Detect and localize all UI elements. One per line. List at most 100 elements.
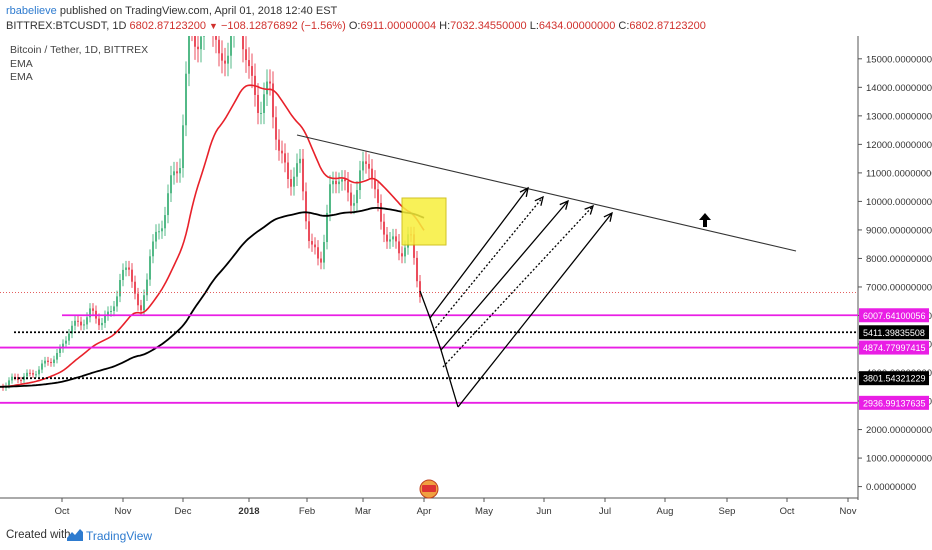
candle-body [50, 361, 52, 364]
ohlc-l-label: L: [529, 20, 539, 32]
candle-body [59, 348, 61, 353]
candle-body [380, 202, 382, 222]
candle-body [383, 221, 385, 235]
candle-body [134, 281, 136, 294]
projection-path[interactable] [419, 290, 459, 408]
y-tick-label: 0.00000000 [866, 482, 916, 493]
rally-arrow-2[interactable] [432, 196, 544, 332]
candle-body [251, 66, 253, 76]
candle-body [161, 228, 163, 232]
candle-body [296, 163, 298, 177]
candle-body [38, 369, 40, 375]
rally-arrow-2-head [534, 195, 544, 206]
candle-body [158, 231, 160, 233]
candle-body [281, 150, 283, 154]
candle-body [26, 372, 28, 377]
candle-body [347, 181, 349, 193]
candle-body [290, 178, 292, 187]
descending-trendline[interactable] [296, 134, 797, 252]
x-tick-label: Jul [599, 506, 611, 517]
candle-body [335, 180, 337, 185]
x-tick-label: Oct [780, 506, 795, 517]
candle-body [8, 380, 10, 386]
candle-body [74, 320, 76, 326]
symbol-label: BITTREX:BTCUSDT, 1D [6, 20, 127, 32]
chart-legend: Bitcoin / Tether, 1D, BITTREX EMA EMA [10, 44, 148, 85]
candle-body [125, 267, 127, 270]
up-arrow-icon[interactable] [699, 213, 711, 227]
candle-body [104, 315, 106, 323]
ohlc-low: 6434.00000000 [538, 20, 616, 32]
candle-body [260, 112, 262, 114]
candle-body [230, 34, 232, 56]
x-tick-label: Mar [355, 506, 371, 517]
candle-body [200, 36, 202, 50]
ohlc-high: 7032.34550000 [450, 20, 527, 32]
ohlc-o-label: O: [348, 20, 361, 32]
x-tick-label: Sep [719, 506, 736, 517]
legend-ema-slow[interactable]: EMA [10, 71, 33, 83]
candle-body [182, 125, 184, 169]
author-link[interactable]: rbabelieve [6, 5, 57, 17]
candle-body [350, 192, 352, 206]
candle-body [86, 317, 88, 325]
candle-body [311, 241, 313, 245]
tradingview-logo-icon [67, 529, 83, 541]
candle-body [98, 318, 100, 326]
level-price-badge [859, 308, 929, 323]
candle-body [404, 247, 406, 257]
candle-body [305, 191, 307, 222]
created-with-text: Created with [6, 529, 71, 541]
candle-body [176, 171, 178, 174]
candle-body [371, 168, 373, 180]
rally-arrow-3[interactable] [440, 200, 569, 351]
candle-body [11, 376, 13, 381]
candle-body [314, 244, 316, 248]
x-tick-label: Feb [299, 506, 315, 517]
candle-body [215, 33, 217, 40]
y-tick-label: 2000.00000000 [866, 425, 932, 436]
level-price-badge [859, 340, 929, 355]
candle-body [293, 176, 295, 187]
candle-body [302, 158, 304, 192]
candle-body [65, 340, 67, 344]
candle-body [203, 18, 205, 37]
level-price-badge [859, 325, 929, 340]
candle-body [62, 343, 64, 349]
candle-body [398, 241, 400, 254]
candle-body [332, 180, 334, 185]
ema-slow-line [0, 207, 425, 388]
candle-body [47, 360, 49, 362]
candle-body [365, 161, 367, 164]
rally-arrow-5[interactable] [457, 212, 613, 408]
tradingview-brand[interactable]: TradingView [86, 529, 153, 543]
candle-body [35, 374, 37, 376]
highlight-box[interactable] [401, 197, 447, 246]
candle-body [71, 325, 73, 334]
candle-body [221, 53, 223, 61]
candle-body [44, 360, 46, 364]
candle-body [275, 117, 277, 140]
candle-body [326, 212, 328, 243]
candle-body [377, 189, 379, 203]
candle-body [80, 321, 82, 326]
ohlc-h-label: H: [439, 20, 451, 32]
footer: Created with TradingView [0, 520, 932, 550]
rally-arrow-4[interactable] [442, 205, 594, 368]
candle-body [137, 293, 139, 306]
candle-body [368, 163, 370, 169]
rally-arrow-1[interactable] [429, 187, 529, 319]
legend-ema-fast[interactable]: EMA [10, 57, 33, 70]
price-change: −108.12876892 (−1.56%) [220, 20, 346, 32]
candle-body [263, 94, 265, 113]
price-chart[interactable]: 0.000000001000.000000002000.000000003000… [0, 0, 932, 520]
candle-body [173, 171, 175, 176]
candle-body [53, 359, 55, 364]
chart-area[interactable]: 0.000000001000.000000002000.000000003000… [0, 0, 932, 520]
candle-body [374, 179, 376, 190]
candle-body [224, 60, 226, 64]
candle-body [110, 310, 112, 312]
publish-info: rbabelieve published on TradingView.com,… [6, 5, 337, 17]
level-price-badge [859, 371, 929, 386]
candle-body [227, 55, 229, 64]
